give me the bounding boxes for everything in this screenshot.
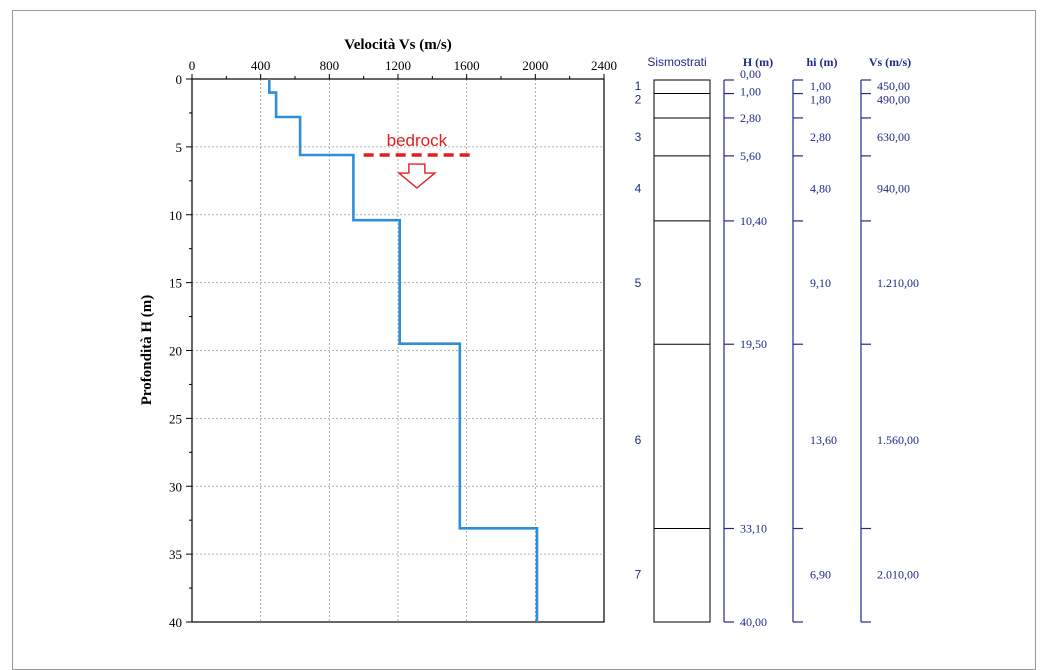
y-tick-label: 30 <box>169 479 182 494</box>
layer-velocity: 450,00 <box>877 79 910 93</box>
layers-column-box <box>654 80 710 622</box>
layer-number: 6 <box>635 433 642 447</box>
depth-label: 5,60 <box>740 149 761 163</box>
layer-thickness: 9,10 <box>810 276 831 290</box>
velocity-depth-chart: 0 400 800 1200 1600 2000 2400 0 5 10 15 20 25 30 35 40 V… <box>139 37 617 630</box>
layer-thickness: 6,90 <box>810 568 831 582</box>
x-tick-label: 400 <box>251 58 271 73</box>
x-tick-label: 2000 <box>522 58 548 73</box>
layer-velocity: 940,00 <box>877 181 910 195</box>
x-tick-label: 800 <box>320 58 340 73</box>
depth-label: 2,80 <box>740 111 761 125</box>
x-tick-label: 1600 <box>454 58 480 73</box>
layer-velocity: 490,00 <box>877 93 910 107</box>
layer-number: 2 <box>635 93 642 107</box>
header-vs: Vs (m/s) <box>869 55 911 69</box>
layer-number: 5 <box>635 276 642 290</box>
y-tick-label: 25 <box>169 411 182 426</box>
layer-number: 4 <box>635 181 642 195</box>
depth-label: 33,10 <box>740 522 767 536</box>
depth-label: 10,40 <box>740 214 767 228</box>
y-tick-label: 40 <box>169 615 182 630</box>
down-arrow-icon <box>399 164 435 188</box>
y-tick-label: 35 <box>169 547 182 562</box>
x-axis-title: Velocità Vs (m/s) <box>344 37 452 53</box>
layer-thickness: 1,00 <box>810 79 831 93</box>
layer-number: 7 <box>635 568 642 582</box>
bedrock-label: bedrock <box>387 131 448 150</box>
header-hi: hi (m) <box>807 55 838 69</box>
y-axis-title: Profondità H (m) <box>139 295 155 406</box>
layer-thickness: 4,80 <box>810 181 831 195</box>
x-tick-label: 2400 <box>591 58 617 73</box>
depth-label: 40,00 <box>740 615 767 629</box>
depth-label: 0,00 <box>740 67 761 81</box>
depth-label: 19,50 <box>740 337 767 351</box>
depth-label: 1,00 <box>740 85 761 99</box>
x-tick-label: 1200 <box>385 58 411 73</box>
layer-velocity: 630,00 <box>877 130 910 144</box>
header-sismostrati: Sismostrati <box>647 55 706 69</box>
y-tick-label: 5 <box>176 140 183 155</box>
y-tick-label: 20 <box>169 344 182 359</box>
layer-velocity: 1.560,00 <box>877 433 919 447</box>
layer-thickness: 13,60 <box>810 433 837 447</box>
layer-thickness: 2,80 <box>810 130 831 144</box>
layer-number: 1 <box>635 79 642 93</box>
y-tick-label: 10 <box>169 208 182 223</box>
layer-velocity: 2.010,00 <box>877 568 919 582</box>
y-tick-label: 15 <box>169 276 182 291</box>
layer-number: 3 <box>635 130 642 144</box>
layer-velocity: 1.210,00 <box>877 276 919 290</box>
y-tick-label: 0 <box>176 72 183 87</box>
layer-thickness: 1,80 <box>810 93 831 107</box>
x-tick-label: 0 <box>189 58 196 73</box>
